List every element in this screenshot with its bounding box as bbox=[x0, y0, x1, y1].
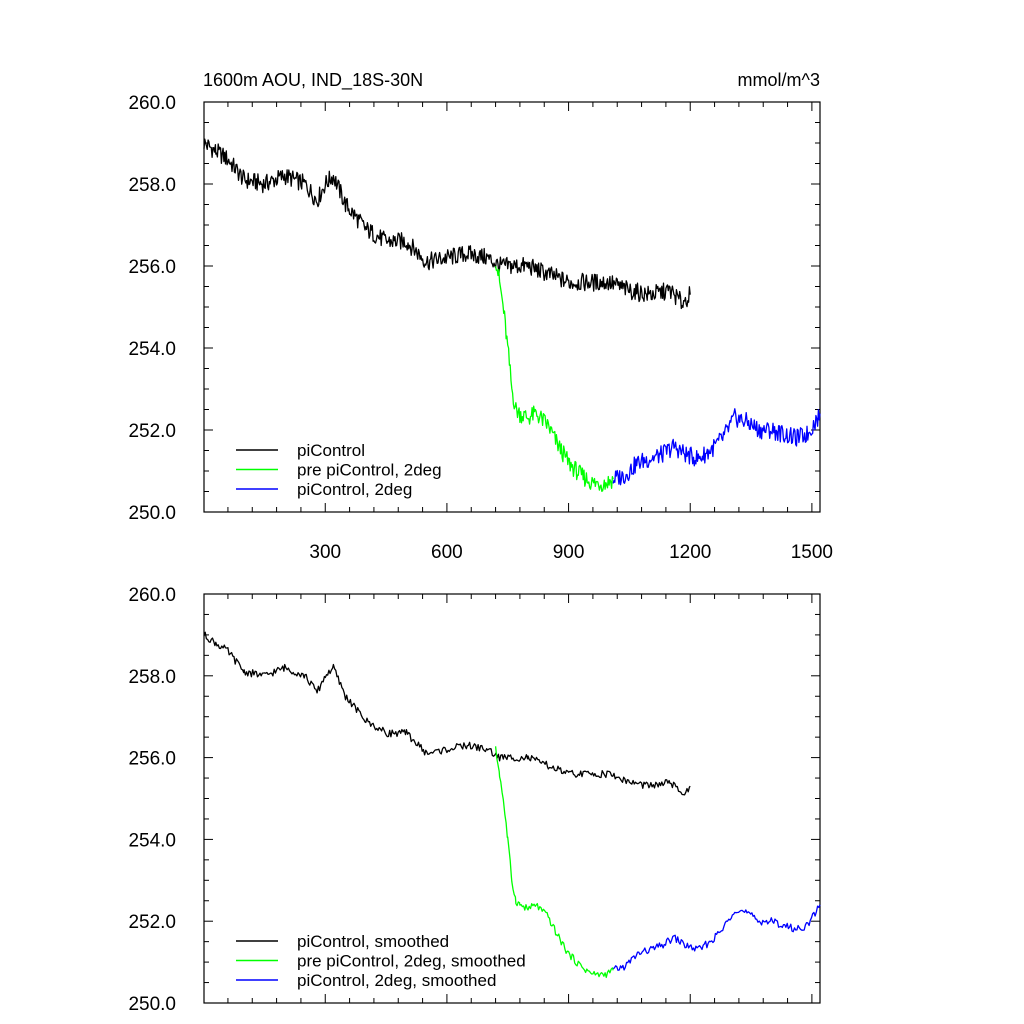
y-tick-label: 260.0 bbox=[128, 585, 176, 606]
x-tick-label: 900 bbox=[553, 542, 585, 563]
y-tick-label: 250.0 bbox=[128, 994, 176, 1015]
series-line-2 bbox=[612, 408, 821, 486]
series-line-1 bbox=[494, 266, 614, 492]
series-line-0 bbox=[203, 138, 691, 310]
y-tick-label: 254.0 bbox=[128, 830, 176, 851]
legend-label: piControl, 2deg bbox=[297, 480, 412, 499]
x-tick-label: 1200 bbox=[669, 542, 711, 563]
y-tick-label: 252.0 bbox=[128, 912, 176, 933]
legend-label: pre piControl, 2deg bbox=[297, 461, 442, 480]
x-tick-label: 1500 bbox=[791, 542, 833, 563]
y-tick-label: 256.0 bbox=[128, 749, 176, 770]
y-tick-label: 252.0 bbox=[128, 421, 176, 442]
bottom-panel-smoothed: 250.0 252.0 254.0 256.0 258.0 260.0 piControl,… bbox=[128, 585, 821, 1015]
series-line-1 bbox=[494, 746, 614, 979]
legend-label: pre piControl, 2deg, smoothed bbox=[297, 952, 526, 971]
y-tick-label: 258.0 bbox=[128, 175, 176, 196]
figure-units: mmol/m^3 bbox=[738, 70, 820, 90]
top-panel-raw: 250.0 252.0 254.0 256.0 258.0 260.0 300 600 900 1… bbox=[128, 93, 833, 563]
y-tick-label: 256.0 bbox=[128, 257, 176, 278]
x-tick-label: 300 bbox=[309, 542, 341, 563]
x-tick-label: 600 bbox=[431, 542, 463, 563]
y-tick-label: 260.0 bbox=[128, 93, 176, 114]
legend-label: piControl, smoothed bbox=[297, 932, 449, 951]
y-tick-label: 254.0 bbox=[128, 339, 176, 360]
y-tick-label: 250.0 bbox=[128, 503, 176, 524]
series-line-2 bbox=[612, 904, 821, 971]
series-line-0 bbox=[203, 631, 691, 796]
legend-label: piControl, 2deg, smoothed bbox=[297, 971, 496, 990]
y-tick-label: 258.0 bbox=[128, 667, 176, 688]
legend-label: piControl bbox=[297, 441, 365, 460]
figure-title: 1600m AOU, IND_18S-30N bbox=[203, 70, 423, 91]
